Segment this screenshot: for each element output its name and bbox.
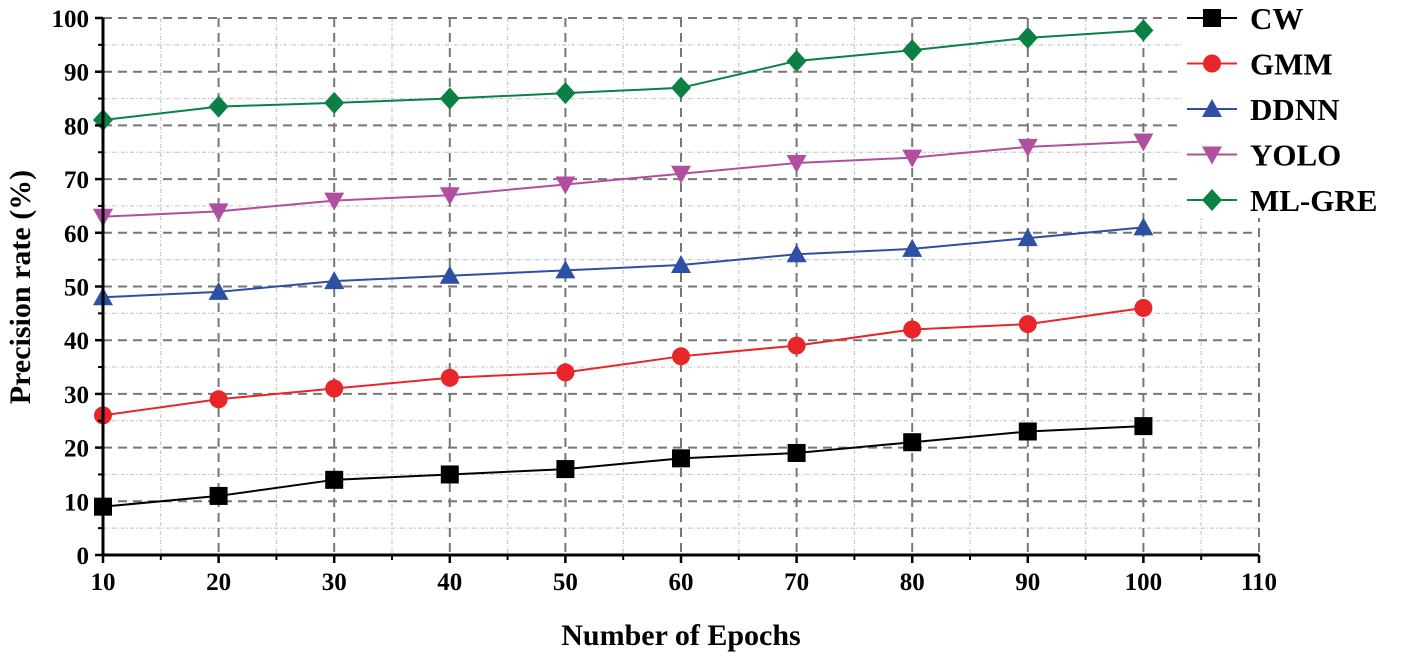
data-point <box>208 95 229 118</box>
y-tick-label: 40 <box>64 328 89 355</box>
data-point <box>786 154 807 173</box>
legend: CW GMM DDNN YOLO ML-GRE <box>1183 0 1405 218</box>
y-tick-label: 10 <box>64 489 89 516</box>
data-point <box>787 443 806 462</box>
data-point <box>439 265 460 284</box>
data-point <box>440 465 459 484</box>
data-point <box>209 486 228 505</box>
x-tick-label: 80 <box>900 569 925 596</box>
data-point <box>672 347 690 366</box>
data-point <box>556 460 575 479</box>
series-yolo <box>93 133 1154 227</box>
legend-item: GMM <box>1187 47 1333 82</box>
legend-label: YOLO <box>1250 138 1341 173</box>
data-point <box>786 244 807 263</box>
data-point <box>555 82 576 105</box>
x-tick-label: 90 <box>1015 569 1040 596</box>
data-point <box>903 433 922 452</box>
data-point <box>208 281 229 300</box>
series-line <box>102 425 1144 508</box>
data-point <box>555 260 576 279</box>
data-point <box>209 390 228 409</box>
y-axis-label: Precision rate (%) <box>4 170 37 404</box>
data-point <box>787 336 806 355</box>
x-tick-label: 30 <box>322 569 347 596</box>
data-point <box>671 165 691 184</box>
series-line <box>102 226 1144 299</box>
data-point <box>902 149 923 168</box>
y-tick-label: 30 <box>64 382 89 409</box>
legend-marker <box>1203 9 1221 27</box>
y-tick-label: 0 <box>77 543 90 570</box>
data-point <box>324 192 345 211</box>
legend-marker <box>1202 146 1222 165</box>
y-tick-label: 60 <box>64 221 89 248</box>
series-line <box>102 140 1144 218</box>
data-point <box>902 238 923 257</box>
y-tick-label: 20 <box>64 436 89 463</box>
series-ddnn <box>93 217 1154 306</box>
data-point <box>1018 422 1037 441</box>
data-point <box>325 470 344 489</box>
y-tick-label: 50 <box>64 275 89 302</box>
data-point <box>1134 417 1153 436</box>
x-tick-label: 70 <box>784 569 809 596</box>
x-tick-label: 110 <box>1241 569 1277 596</box>
series-ml-gre <box>93 19 1154 132</box>
legend-item: ML-GRE <box>1187 183 1377 218</box>
y-tick-label: 70 <box>64 167 89 194</box>
data-point <box>208 203 229 222</box>
data-point <box>325 379 344 398</box>
data-point <box>440 368 459 387</box>
legend-label: ML-GRE <box>1250 183 1377 218</box>
data-point <box>786 49 807 72</box>
data-point <box>1017 26 1038 49</box>
series-line <box>102 29 1144 122</box>
y-tick-label: 80 <box>64 113 89 140</box>
data-point <box>672 449 690 468</box>
data-point <box>902 39 923 62</box>
data-point <box>1017 138 1038 157</box>
legend-item: DDNN <box>1187 92 1340 127</box>
data-point <box>1017 228 1038 247</box>
data-point <box>1134 298 1153 317</box>
legend-marker <box>1203 54 1221 73</box>
data-point <box>555 176 576 195</box>
legend-label: CW <box>1250 1 1303 36</box>
series-line <box>102 306 1144 417</box>
data-point <box>556 363 575 382</box>
legend-marker <box>1202 99 1222 117</box>
data-point <box>439 87 460 110</box>
x-tick-label: 20 <box>206 569 231 596</box>
y-tick-label: 90 <box>64 60 89 87</box>
data-point <box>1133 217 1154 236</box>
data-point <box>1018 315 1037 334</box>
legend-item: YOLO <box>1187 138 1341 173</box>
x-tick-label: 40 <box>437 569 462 596</box>
series-cw <box>94 417 1153 516</box>
legend-marker <box>1202 189 1222 211</box>
legend-item: CW <box>1187 1 1303 36</box>
x-axis-label: Number of Epochs <box>561 619 800 652</box>
y-tick-label: 100 <box>52 6 90 33</box>
legend-label: DDNN <box>1250 92 1340 127</box>
data-point <box>324 91 345 114</box>
x-tick-label: 10 <box>91 569 116 596</box>
legend-label: GMM <box>1250 47 1333 82</box>
x-tick-label: 100 <box>1125 569 1163 596</box>
data-point <box>671 76 691 99</box>
x-tick-label: 50 <box>553 569 578 596</box>
data-point <box>1133 133 1154 152</box>
x-tick-label: 60 <box>669 569 694 596</box>
data-point <box>439 187 460 206</box>
data-point <box>671 255 691 274</box>
data-point <box>1133 19 1154 42</box>
data-point <box>903 320 922 339</box>
data-point <box>324 271 345 290</box>
